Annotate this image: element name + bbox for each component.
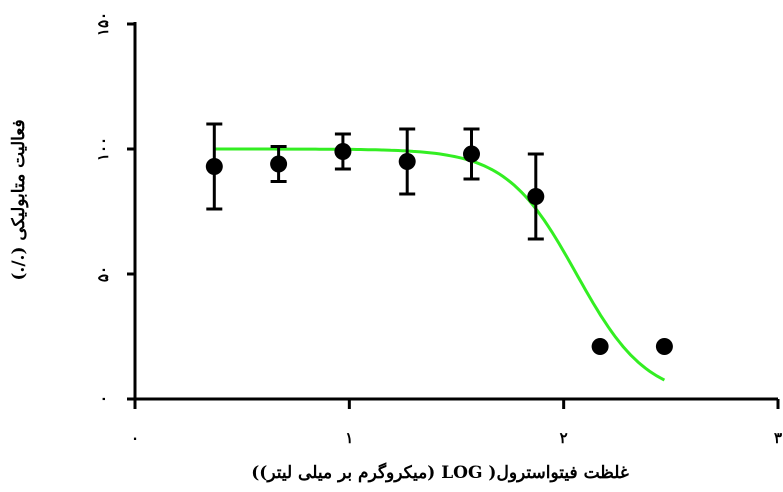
x-tick-label: ۳ <box>774 429 782 447</box>
data-points <box>205 143 673 355</box>
data-point <box>270 155 288 173</box>
data-point <box>398 153 416 170</box>
y-tick-label: ۱۰۰ <box>94 137 112 161</box>
x-axis-title: غلظت فیتواسترول( LOG (میکروگرم بر میلی ل… <box>251 462 629 483</box>
y-tick-label: ۵۰ <box>94 266 112 282</box>
data-point <box>334 143 352 160</box>
y-tick-label: ۰ <box>94 395 112 403</box>
x-tick-label: ۰ <box>131 429 139 447</box>
x-tick-label: ۱ <box>345 429 353 447</box>
fit-curve <box>214 147 666 382</box>
x-tick-label: ۲ <box>560 429 568 447</box>
data-point <box>463 145 481 163</box>
data-point <box>527 188 545 205</box>
error-bars <box>206 122 544 241</box>
data-point <box>591 338 609 355</box>
y-axis-title: فعالیت متابولیکی (./.) <box>9 119 29 280</box>
y-ticks: ۰ ۵۰ ۱۰۰ ۱۵۰ <box>94 12 135 403</box>
x-ticks: ۰ ۱ ۲ ۳ <box>131 399 782 447</box>
axes <box>133 22 778 401</box>
y-tick-label: ۱۵۰ <box>94 12 112 36</box>
data-point <box>205 158 223 175</box>
data-point <box>655 338 673 355</box>
